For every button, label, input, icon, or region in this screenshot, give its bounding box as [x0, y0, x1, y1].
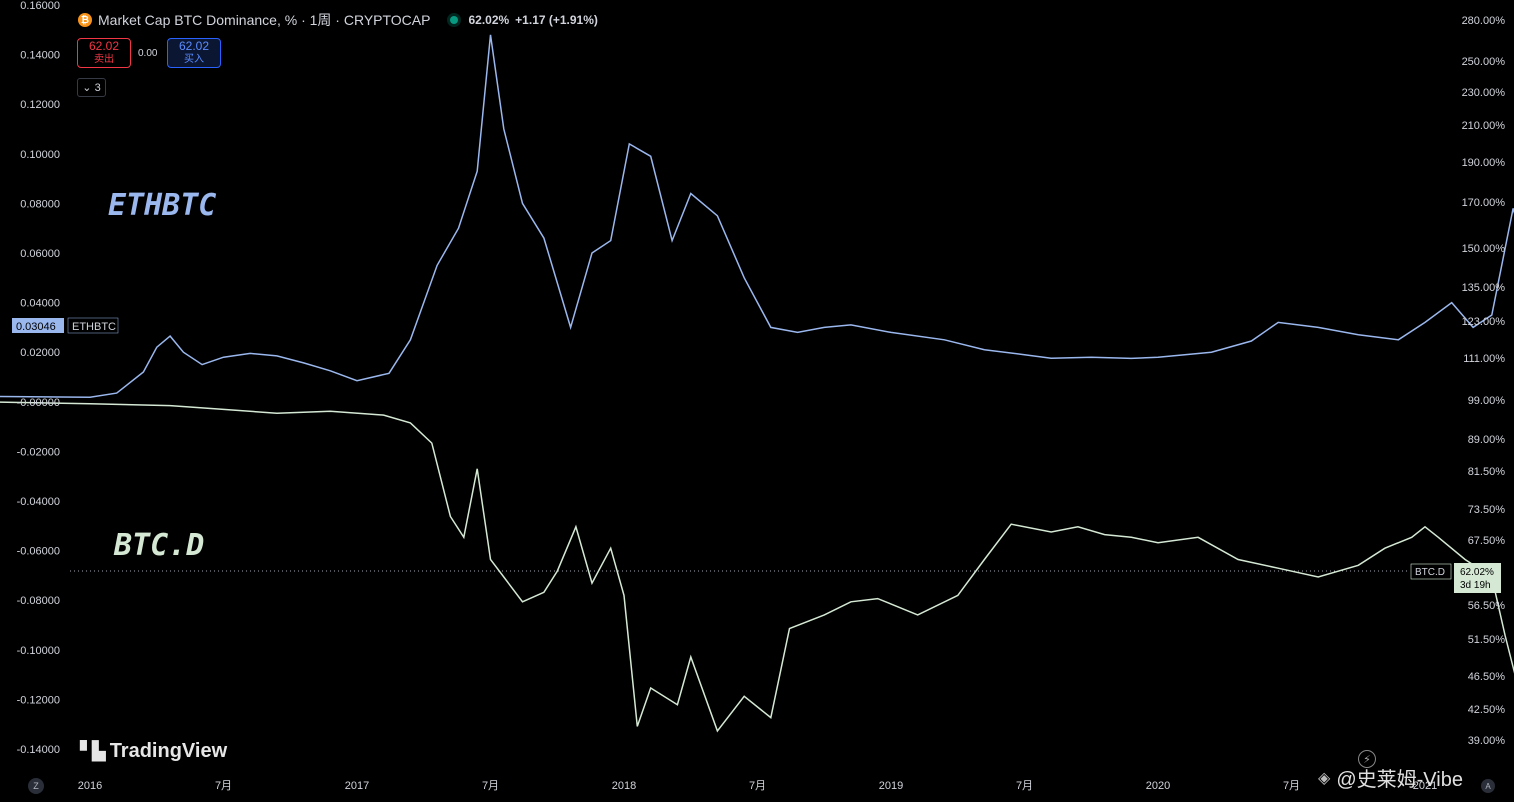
left-axis-tick-label: -0.02000 [17, 446, 60, 458]
time-axis-tick-label: 7月 [482, 780, 499, 792]
sell-label: 卖出 [94, 54, 114, 65]
left-axis-tick-label: 0.08000 [20, 198, 60, 210]
time-axis-tick-label: 2017 [345, 780, 369, 792]
indicators-count: 3 [94, 81, 101, 94]
buy-label: 买入 [184, 54, 204, 65]
right-axis-tick-label: 51.50% [1468, 634, 1506, 646]
tradingview-wordmark: TradingView [109, 740, 228, 762]
left-axis-tick-label: 0.16000 [20, 0, 60, 12]
auto-scale-button[interactable]: A [1481, 779, 1495, 793]
right-axis-tick-label: 89.00% [1468, 434, 1506, 446]
btcd-annotation: BTC.D [114, 528, 205, 563]
right-axis-tick-label: 190.00% [1462, 157, 1506, 169]
left-axis-tick-label: -0.12000 [17, 694, 60, 706]
time-axis-tick-label: 2020 [1146, 780, 1170, 792]
btc-coin-icon: ₿ [78, 13, 92, 27]
left-axis-tick-label: 0.10000 [20, 149, 60, 161]
right-axis-tick-label: 150.00% [1462, 243, 1506, 255]
right-axis-tick-label: 280.00% [1462, 15, 1506, 27]
left-axis-tick-label: -0.00000 [17, 397, 60, 409]
chart-header: ₿ Market Cap BTC Dominance, % · 1周 · CRY… [78, 10, 598, 30]
left-axis-tick-label: 0.14000 [20, 50, 60, 62]
time-axis-tick-label: 7月 [749, 780, 766, 792]
time-axis-tick-label: 7月 [1016, 780, 1033, 792]
spread-value: 0.00 [138, 48, 158, 59]
indicators-toggle-button[interactable]: ⌄ 3 [77, 78, 106, 97]
timezone-button[interactable]: Z [28, 778, 44, 794]
tradingview-logo[interactable]: ▘▙ TradingView [80, 740, 227, 763]
time-axis-tick-label: 2016 [78, 780, 102, 792]
sell-button[interactable]: 62.02 卖出 [77, 38, 131, 68]
right-price-axis[interactable]: 280.00% 250.00% 230.00% 210.00% 190.00% 170.0… [1462, 15, 1506, 747]
right-axis-tick-label: 81.50% [1468, 466, 1506, 478]
right-axis-tick-label: 73.50% [1468, 504, 1506, 516]
symbol-title[interactable]: Market Cap BTC Dominance, % · 1周 · CRYPT… [98, 12, 431, 28]
ethbtc-last-value-tag: 0.03046 ETHBTC [12, 317, 119, 334]
btcd-series-line [0, 401, 1514, 733]
right-axis-tick-label: 230.00% [1462, 87, 1506, 99]
ethbtc-annotation: ETHBTC [108, 188, 217, 223]
right-axis-tick-label: 42.50% [1468, 704, 1506, 716]
buy-price: 62.02 [178, 39, 210, 53]
right-axis-tick-label: 67.50% [1468, 535, 1506, 547]
right-axis-tick-label: 210.00% [1462, 120, 1506, 132]
left-axis-tick-label: -0.14000 [17, 744, 60, 756]
left-axis-tick-label: 0.06000 [20, 248, 60, 260]
left-axis-tick-label: 0.02000 [20, 347, 60, 359]
ethbtc-tag-name: ETHBTC [72, 321, 116, 333]
time-axis[interactable]: 20167月20177月20187月20197月20207月20217月2022… [78, 780, 1514, 792]
right-axis-tick-label: 250.00% [1462, 56, 1506, 68]
market-status-icon [450, 16, 459, 24]
btcd-last-value: 62.02% [1460, 567, 1494, 578]
right-axis-tick-label: 56.50% [1468, 600, 1506, 612]
flash-icon[interactable]: ⚡ [1358, 750, 1376, 768]
btcd-countdown: 3d 19h [1460, 580, 1491, 591]
time-axis-tick-label: 2021 [1413, 780, 1437, 792]
right-axis-tick-label: 111.00% [1463, 353, 1505, 365]
ethbtc-last-value: 0.03046 [16, 321, 56, 333]
binance-icon: ◈ [1318, 769, 1331, 787]
right-axis-tick-label: 99.00% [1468, 395, 1506, 407]
right-axis-tick-label: 170.00% [1462, 197, 1506, 209]
ethbtc-series-line [0, 34, 1514, 399]
change-value: +1.17 (+1.91%) [515, 13, 598, 27]
left-axis-tick-label: -0.06000 [17, 546, 60, 558]
btcd-tag-name: BTC.D [1415, 567, 1445, 578]
right-axis-tick-label: 46.50% [1468, 671, 1506, 683]
tradingview-mark-icon: ▘▙ [80, 741, 106, 761]
left-axis-tick-label: -0.08000 [17, 595, 60, 607]
right-axis-tick-label: 135.00% [1462, 282, 1506, 294]
time-axis-tick-label: 2019 [879, 780, 903, 792]
btcd-last-value-tag: BTC.D 62.02% 3d 19h [1410, 563, 1501, 593]
left-axis-tick-label: -0.10000 [17, 645, 60, 657]
left-axis-tick-label: -0.04000 [17, 496, 60, 508]
time-axis-tick-label: 7月 [1283, 780, 1300, 792]
last-value: 62.02% [468, 13, 510, 27]
time-axis-tick-label: 7月 [215, 780, 232, 792]
left-price-axis[interactable]: 0.16000 0.14000 0.12000 0.10000 0.08000 0.060… [17, 0, 60, 756]
right-axis-tick-label: 123.00% [1462, 316, 1506, 328]
right-axis-tick-label: 39.00% [1468, 735, 1506, 747]
buy-button[interactable]: 62.02 买入 [167, 38, 221, 68]
sell-price: 62.02 [88, 39, 120, 53]
left-axis-tick-label: 0.12000 [20, 99, 60, 111]
watermark-text: @史莱姆-Vibe [1336, 769, 1463, 791]
chevron-down-icon: ⌄ [82, 82, 95, 94]
watermark: ◈ @史莱姆-Vibe [1318, 763, 1463, 792]
left-axis-tick-label: 0.04000 [20, 298, 60, 310]
time-axis-tick-label: 2018 [612, 780, 636, 792]
